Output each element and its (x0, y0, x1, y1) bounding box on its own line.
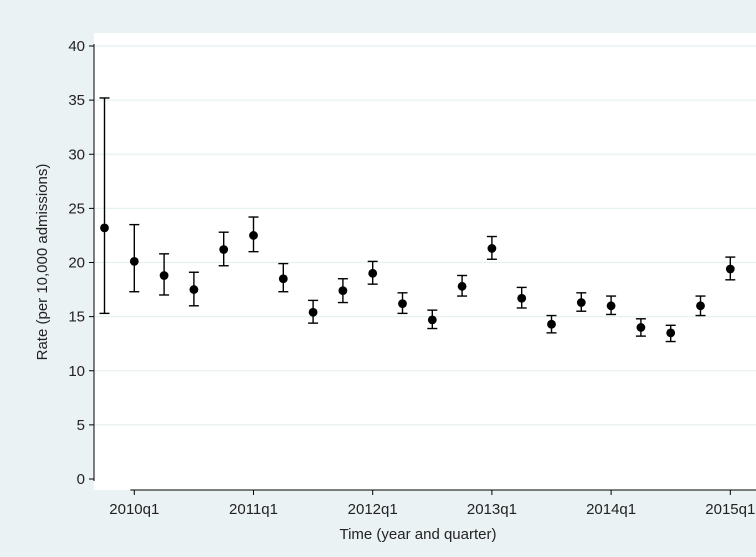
y-axis-title: Rate (per 10,000 admissions) (34, 164, 51, 361)
data-marks (99, 97, 736, 343)
point-marker (666, 328, 676, 338)
point-marker (308, 307, 318, 317)
data-point-2011q3 (308, 299, 319, 324)
data-point-2011q4 (337, 278, 348, 304)
x-tick-label: 2010q1 (109, 501, 159, 518)
y-tick-label: 15 (68, 309, 85, 326)
y-tick-label: 25 (68, 200, 85, 217)
point-marker (636, 323, 646, 332)
point-marker (696, 301, 705, 311)
y-tick-label: 5 (77, 417, 85, 434)
data-point-2013q4 (576, 292, 587, 312)
data-point-2012q1 (367, 260, 378, 285)
data-point-2010q2 (159, 253, 170, 296)
data-point-2011q2 (278, 262, 289, 293)
point-marker (368, 268, 378, 278)
point-marker (606, 301, 616, 311)
plot-area (94, 33, 756, 490)
data-point-2013q1 (486, 235, 497, 260)
y-tick-label: 40 (68, 38, 85, 55)
point-marker (100, 223, 109, 233)
y-tick-label: 35 (68, 92, 85, 109)
point-marker (249, 231, 258, 240)
y-tick-label: 0 (77, 471, 85, 488)
y-tick-label: 10 (68, 363, 85, 380)
x-axis-title: Time (year and quarter) (339, 526, 496, 543)
grid-lines (95, 45, 756, 426)
y-tick-label: 30 (68, 146, 85, 163)
point-marker (517, 293, 527, 303)
point-marker (547, 319, 556, 329)
data-point-2010q3 (188, 271, 199, 307)
data-point-2014q3 (665, 324, 676, 343)
data-point-2015q1 (725, 256, 736, 281)
x-tick-label: 2013q1 (467, 501, 517, 518)
point-marker (159, 271, 169, 280)
point-marker (725, 264, 735, 274)
data-point-2011q1 (248, 216, 259, 253)
data-point-2012q4 (457, 274, 468, 297)
point-marker (427, 315, 437, 325)
x-tick-label: 2015q1 (705, 501, 755, 518)
data-point-2009q4 (99, 97, 110, 315)
data-point-2014q2 (635, 318, 646, 337)
point-marker (487, 244, 497, 253)
point-marker (129, 257, 139, 266)
y-tick-label: 20 (68, 255, 85, 272)
point-marker (457, 281, 467, 291)
point-marker (338, 286, 348, 296)
data-point-2010q1 (129, 223, 140, 293)
data-point-2014q4 (695, 295, 706, 317)
ticks: 0 5 10 15 20 25 30 35 40 2010q1 2011q1 2012q1 2013q1… (68, 38, 755, 518)
data-point-2012q3 (427, 309, 438, 330)
data-point-2013q3 (546, 314, 557, 334)
data-point-2010q4 (218, 231, 229, 267)
point-marker (278, 274, 288, 284)
x-tick-label: 2011q1 (229, 501, 278, 518)
data-point-2014q1 (606, 295, 617, 316)
data-point-2013q2 (516, 286, 527, 309)
point-marker (576, 298, 586, 307)
data-point-2012q2 (397, 292, 408, 315)
point-marker (189, 285, 199, 294)
x-tick-label: 2014q1 (586, 501, 636, 518)
point-marker (219, 245, 229, 254)
point-marker (398, 299, 407, 309)
x-tick-label: 2012q1 (348, 501, 398, 518)
